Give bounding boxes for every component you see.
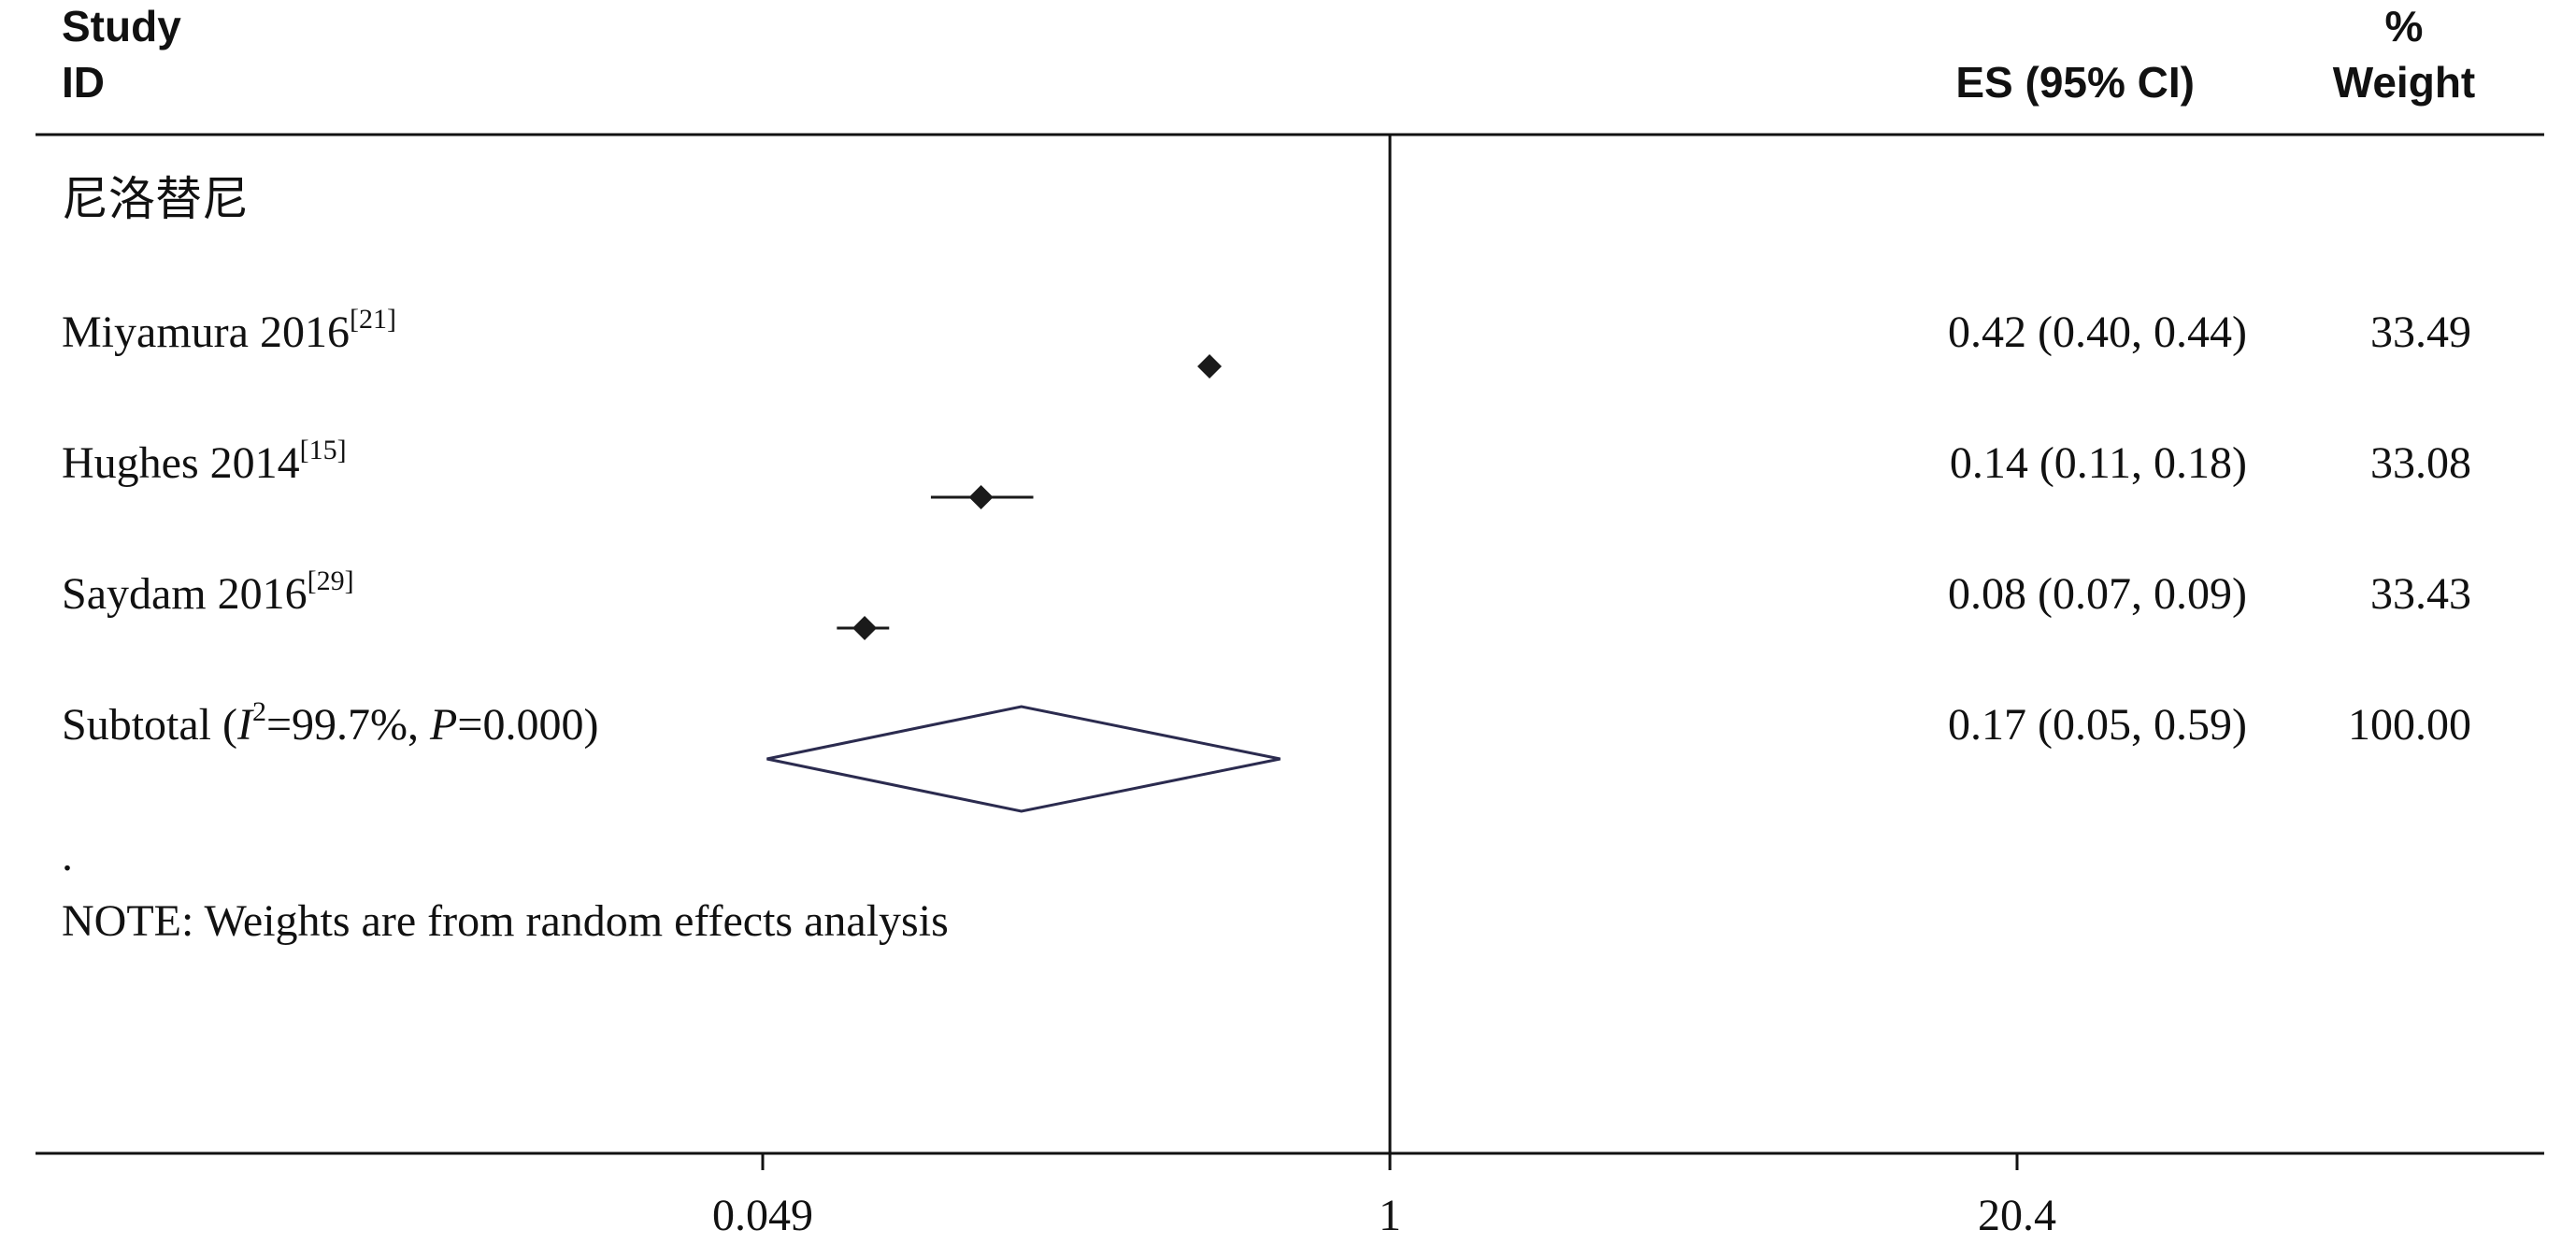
x-tick: 20.4: [1978, 1153, 2056, 1240]
study-es-text: 0.42 (0.40, 0.44): [1948, 307, 2247, 357]
point-estimate-marker: [1197, 354, 1223, 379]
point-estimate-marker: [968, 485, 994, 509]
study-weight-text: 33.49: [2370, 307, 2471, 357]
study-label: Miyamura 2016[21]: [62, 304, 396, 357]
subtotal-label: Subtotal (I2=99.7%, P=0.000): [62, 696, 598, 750]
study-name: Miyamura 2016: [62, 307, 350, 357]
point-estimate-marker: [852, 616, 878, 640]
group-label: 尼洛替尼: [62, 172, 249, 226]
study-weight-text: 33.43: [2370, 569, 2471, 619]
study-ref: [29]: [308, 565, 354, 596]
study-row: Saydam 2016[29] 0.08 (0.07, 0.09) 33.43: [62, 565, 2471, 619]
study-row: Miyamura 2016[21] 0.42 (0.40, 0.44) 33.4…: [62, 304, 2471, 357]
x-tick: 0.049: [712, 1153, 813, 1240]
study-ref: [21]: [350, 304, 396, 335]
study-es-text: 0.08 (0.07, 0.09): [1948, 569, 2247, 619]
note-text: NOTE: Weights are from random effects an…: [62, 896, 949, 946]
study-name: Hughes 2014: [62, 438, 300, 488]
header-study: Study: [62, 2, 181, 50]
study-ref: [15]: [300, 435, 347, 465]
header-weight: Weight: [2333, 58, 2475, 107]
study-row: Hughes 2014[15] 0.14 (0.11, 0.18) 33.08: [62, 435, 2471, 488]
study-label: Saydam 2016[29]: [62, 565, 354, 619]
header-id: ID: [62, 58, 105, 107]
x-tick-label: 20.4: [1978, 1191, 2056, 1240]
header-es: ES (95% CI): [1955, 58, 2195, 107]
study-label: Hughes 2014[15]: [62, 435, 347, 488]
study-es-text: 0.14 (0.11, 0.18): [1950, 438, 2247, 488]
subtotal-es-text: 0.17 (0.05, 0.59): [1948, 700, 2247, 750]
note-dot: .: [62, 831, 73, 880]
x-tick-label: 0.049: [712, 1191, 813, 1240]
subtotal-diamond: [766, 705, 1281, 813]
subtotal-weight-text: 100.00: [2348, 700, 2471, 750]
x-tick-label: 1: [1379, 1191, 1401, 1240]
header-percent: %: [2385, 2, 2424, 50]
plot-marks: [766, 354, 1281, 813]
x-tick: 1: [1379, 1153, 1401, 1240]
study-name: Saydam 2016: [62, 569, 308, 619]
study-weight-text: 33.08: [2370, 438, 2471, 488]
